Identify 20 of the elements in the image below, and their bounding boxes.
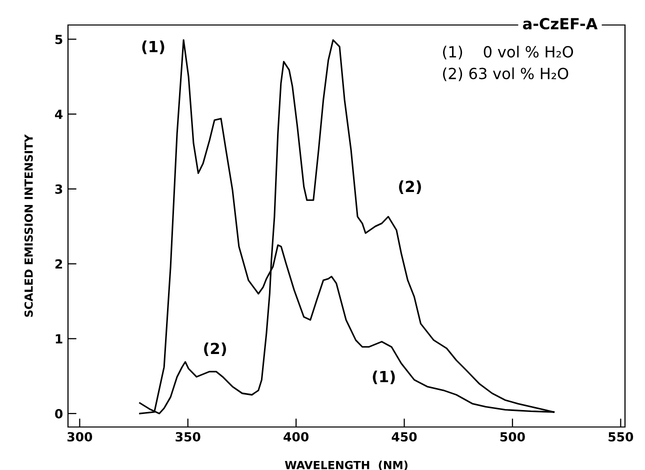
annotation: (1) 0 vol % H₂O (443, 46, 574, 60)
x-tick-label: 350 (176, 432, 200, 442)
annotation: (1) (142, 40, 164, 54)
y-tick-label: 1 (56, 334, 62, 344)
x-tick-label: 450 (392, 432, 417, 442)
y-axis-title: SCALED EMISSION INTENSITY (24, 134, 33, 317)
annotation: (1) (372, 370, 395, 384)
annotation: (2) (204, 342, 226, 356)
y-tick-label: 3 (55, 184, 62, 194)
annotation: (2) (399, 180, 421, 194)
annotation: (2) 63 vol % H₂O (443, 67, 568, 82)
x-tick-label: 400 (284, 432, 309, 442)
x-tick-label: 550 (608, 432, 634, 442)
x-tick-label: 300 (67, 432, 92, 442)
y-tick-label: 5 (55, 34, 62, 44)
chart-title: a-CzEF-A (523, 18, 598, 30)
y-tick-label: 2 (55, 259, 62, 269)
y-tick-label: 4 (55, 110, 63, 119)
y-tick-label: 0 (55, 408, 63, 418)
x-tick-label: 500 (500, 432, 525, 442)
